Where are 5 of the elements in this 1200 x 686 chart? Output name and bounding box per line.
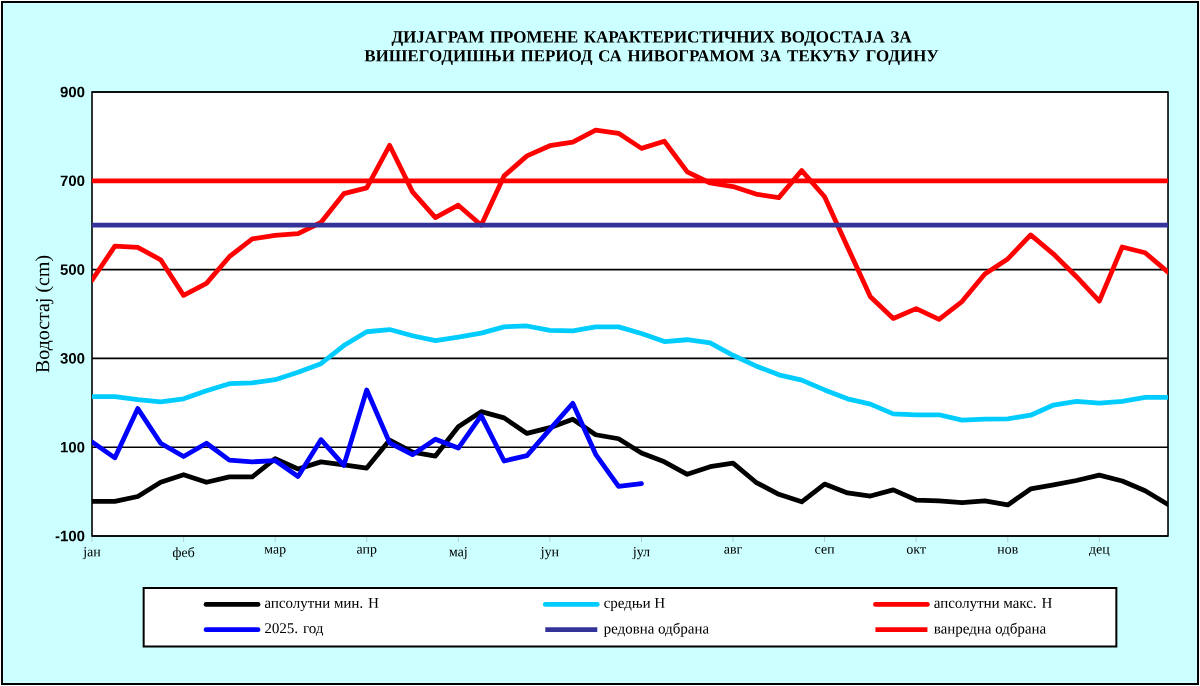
line-series: [92, 323, 1169, 423]
line-series: [92, 387, 644, 489]
line-series: [92, 127, 1169, 322]
chart-title: ДИЈАГРАМ ПРОМЕНЕ КАРАКТЕРИСТИЧНИХ ВОДОСТАЈА ЗА ВИШЕГОДИШЊИ ПЕРИОД СА НИВОГРАМОМ ЗА ТЕКУЋУ ГОДИНУ: [364, 31, 939, 65]
y-axis-title: Водостај (cm): [35, 255, 54, 373]
